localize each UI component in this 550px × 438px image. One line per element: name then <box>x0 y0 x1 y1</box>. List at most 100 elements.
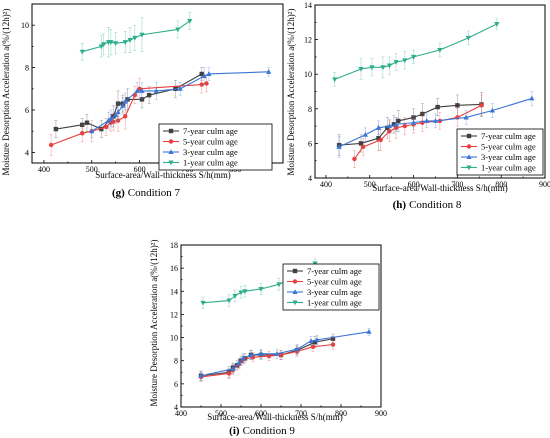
series-i-0 <box>198 333 336 381</box>
data-point <box>366 328 372 334</box>
data-point <box>139 32 145 38</box>
data-point <box>375 125 382 130</box>
legend-label: 1-year culm age <box>183 158 238 168</box>
legend-label: 5-year culm age <box>307 277 362 287</box>
data-point <box>266 353 272 359</box>
data-point <box>258 286 264 292</box>
data-point <box>199 82 204 87</box>
legend-box <box>282 263 380 311</box>
data-point <box>376 136 381 141</box>
data-point <box>198 372 204 378</box>
series-line <box>334 23 498 80</box>
plot-area-h: 400 500 600 700 800 900 4 6 8 10 12 14 7-year culm a… <box>304 1 550 189</box>
data-point <box>153 88 159 93</box>
data-point <box>89 128 95 134</box>
data-point <box>115 118 121 123</box>
data-point <box>248 352 254 357</box>
data-point <box>312 340 318 345</box>
legend-marker <box>466 165 472 171</box>
data-point <box>391 122 397 127</box>
data-point <box>410 54 417 60</box>
xlabel-h: Surface-area/Wall-thickness S/h(mm) <box>372 183 507 193</box>
data-point <box>393 60 399 65</box>
caption-g: (g) Condition 7 <box>112 187 181 199</box>
chart-i: Moisture Desorption Acceleration a(%/(12… <box>149 240 343 437</box>
data-point <box>232 293 238 299</box>
data-point <box>187 18 193 24</box>
y-tick-label-i: 18 <box>170 241 178 250</box>
caption-h: (h) Condition 8 <box>393 199 462 211</box>
plot-area-i: 400 500 600 700 800 900 4 6 8 10 12 14 16 18 7-year cu… <box>170 241 387 418</box>
data-point <box>122 40 128 45</box>
y-tick-label-h: 10 <box>304 70 312 79</box>
data-point <box>362 131 368 137</box>
series-i-2 <box>198 328 372 381</box>
data-point <box>139 88 145 93</box>
y-tick-label-i: 4 <box>174 403 178 412</box>
y-tick-label-h: 12 <box>304 36 312 45</box>
chart-h: Moisture Desorption Acceleration a(%/(12… <box>286 9 508 211</box>
data-point <box>463 114 469 120</box>
data-point <box>201 73 207 79</box>
data-point <box>79 49 85 55</box>
y-tick-label-h: 6 <box>308 139 312 148</box>
data-point <box>122 98 128 104</box>
x-tick-label-g: 500 <box>86 165 98 174</box>
caption-letter-g: (g) <box>112 187 125 199</box>
data-point <box>278 352 284 358</box>
x-tick-label-h: 800 <box>495 180 507 189</box>
data-point <box>108 40 114 45</box>
data-point <box>494 22 500 27</box>
legend-marker <box>168 160 174 166</box>
x-tick-label-h: 900 <box>539 180 550 189</box>
caption-letter-h: (h) <box>393 199 407 211</box>
data-point <box>226 298 232 304</box>
y-tick-label-i: 12 <box>170 310 178 319</box>
data-point <box>378 137 383 143</box>
x-tick-label-i: 600 <box>255 409 267 418</box>
data-point <box>113 41 119 47</box>
caption-text-i: Condition 9 <box>243 425 296 437</box>
legend-label: 1-year culm age <box>481 163 536 173</box>
data-point <box>266 69 272 74</box>
data-point <box>336 144 342 149</box>
data-point <box>410 119 417 125</box>
legend-label: 1-year culm age <box>307 298 362 308</box>
data-point <box>308 338 314 344</box>
data-point <box>294 346 300 352</box>
x-tick-label-h: 700 <box>451 180 463 189</box>
data-point <box>424 118 430 123</box>
data-point <box>242 289 248 295</box>
data-point <box>84 120 90 125</box>
legend-marker <box>292 289 298 294</box>
data-point <box>352 156 357 162</box>
data-point <box>132 35 138 41</box>
series-i-1 <box>198 339 336 382</box>
y-tick-label-h: 8 <box>308 105 312 114</box>
data-point <box>206 71 212 76</box>
data-point <box>358 67 364 72</box>
x-tick-label-h: 500 <box>364 180 376 189</box>
data-point <box>99 126 104 132</box>
data-point <box>258 350 264 356</box>
series-h-2 <box>336 91 535 158</box>
data-point <box>386 123 393 129</box>
axes-frame-g <box>31 3 284 164</box>
data-point <box>139 97 145 102</box>
data-point <box>242 356 248 361</box>
data-point <box>432 118 439 123</box>
caption-letter-i: (i) <box>229 425 240 437</box>
data-point <box>330 342 336 347</box>
x-tick-label-h: 400 <box>320 180 332 189</box>
data-point <box>226 371 232 376</box>
legend-marker <box>466 144 472 149</box>
data-point <box>80 131 85 136</box>
data-point <box>387 129 392 134</box>
data-point <box>200 300 206 306</box>
data-point <box>120 102 126 108</box>
legend-label: 5-year culm age <box>481 142 536 152</box>
data-point <box>330 336 336 341</box>
